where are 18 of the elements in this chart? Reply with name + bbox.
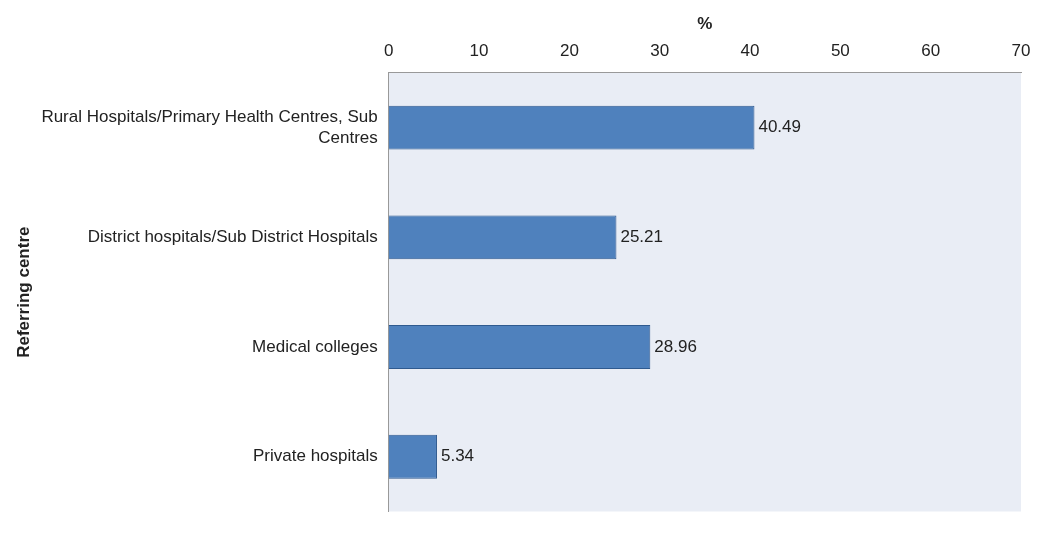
data-label: 25.21 — [620, 227, 663, 247]
y-tick-label: District hospitals/Sub District Hospitals — [87, 227, 378, 247]
data-label: 40.49 — [758, 117, 802, 137]
x-tick-label: 0 — [384, 41, 394, 61]
y-tick-label: Private hospitals — [253, 446, 378, 466]
y-tick-label: Rural Hospitals/Primary Health Centres, Sub Centres — [41, 107, 378, 147]
x-tick-label: 10 — [469, 41, 489, 61]
x-tick-label: 30 — [650, 41, 670, 61]
x-tick-label: 60 — [921, 41, 941, 61]
x-tick-label: 40 — [740, 41, 760, 61]
x-tick-label: 20 — [559, 41, 579, 61]
x-axis-title: % — [697, 13, 713, 33]
y-tick-label: Medical colleges — [252, 336, 378, 356]
x-tick-label: 50 — [830, 41, 850, 61]
data-label: 5.34 — [440, 446, 475, 466]
x-tick-label: 70 — [1011, 41, 1031, 61]
y-axis-title: Referring centre — [13, 226, 33, 358]
data-label: 28.96 — [654, 336, 697, 356]
